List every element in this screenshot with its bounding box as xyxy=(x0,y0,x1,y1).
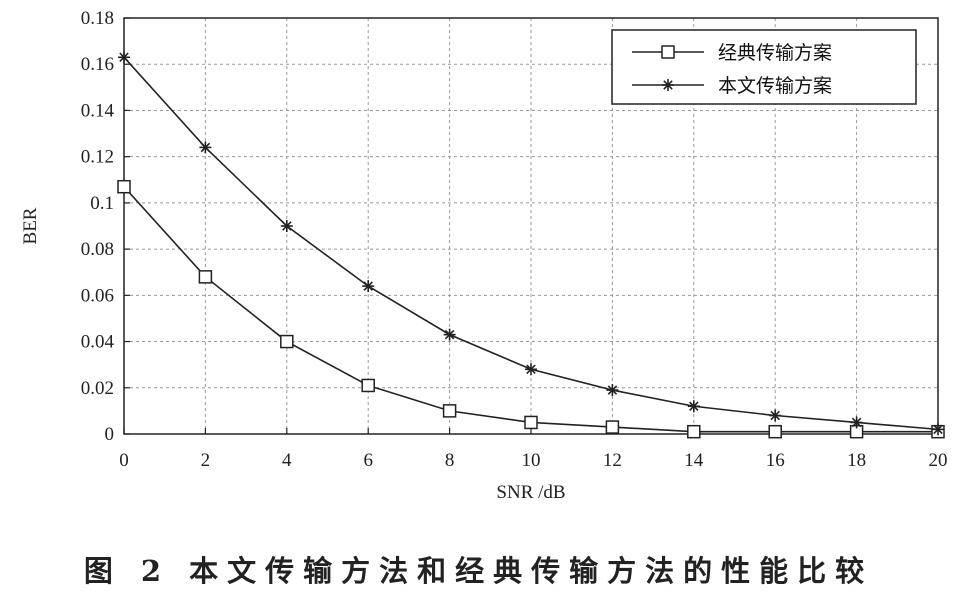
data-point xyxy=(524,415,538,430)
y-tick-label: 0.16 xyxy=(81,54,114,75)
data-point xyxy=(280,334,294,349)
x-axis-ticks: 0 2 4 6 8 10 12 14 16 18 20 xyxy=(119,428,948,471)
legend-item: 本文传输方案 xyxy=(632,75,832,97)
x-tick-label: 2 xyxy=(201,450,211,471)
y-tick-label: 0.02 xyxy=(81,378,114,399)
y-tick-label: 0.14 xyxy=(81,100,115,121)
data-point xyxy=(198,270,213,284)
x-tick-label: 18 xyxy=(847,450,866,471)
data-point xyxy=(850,416,863,429)
legend-label: 经典传输方案 xyxy=(718,42,832,64)
series-star xyxy=(118,51,944,436)
y-tick-label: 0.12 xyxy=(81,147,114,168)
y-axis-label: BER xyxy=(20,207,41,244)
x-tick-label: 14 xyxy=(684,450,704,471)
y-tick-label: 0.08 xyxy=(81,239,114,260)
x-tick-label: 6 xyxy=(363,450,373,471)
y-axis-ticks: 0 0.02 0.04 0.06 0.08 0.1 0.12 0.14 0.16 0.18 xyxy=(81,8,130,445)
y-tick-label: 0.1 xyxy=(90,193,114,214)
x-tick-label: 8 xyxy=(445,450,455,471)
x-tick-label: 4 xyxy=(282,450,292,471)
data-point xyxy=(361,378,375,393)
data-point xyxy=(443,328,456,341)
series-square xyxy=(117,179,945,439)
data-point xyxy=(118,51,130,64)
data-point xyxy=(605,420,620,434)
x-tick-label: 0 xyxy=(119,450,129,471)
x-axis-label: SNR /dB xyxy=(496,482,565,503)
data-point xyxy=(606,384,619,397)
y-tick-label: 0.04 xyxy=(81,332,115,353)
series-layer xyxy=(117,51,945,439)
x-tick-label: 12 xyxy=(603,450,622,471)
ber-vs-snr-chart: 0 0.02 0.04 0.06 0.08 0.1 0.12 0.14 0.16 0.18 0 2 4… xyxy=(20,8,948,503)
data-point xyxy=(199,141,212,154)
y-tick-label: 0.18 xyxy=(81,8,114,29)
data-point xyxy=(687,424,701,439)
data-point xyxy=(768,424,782,439)
x-tick-label: 16 xyxy=(766,450,785,471)
data-point xyxy=(280,220,293,232)
data-point xyxy=(117,179,131,194)
x-tick-label: 20 xyxy=(929,450,948,471)
legend-box xyxy=(611,29,917,105)
x-tick-label: 10 xyxy=(522,450,541,471)
legend-marker xyxy=(661,45,675,59)
figure-caption: 图 2 本文传输方法和经典传输方法的性能比较 xyxy=(83,554,874,588)
data-point xyxy=(442,404,457,418)
data-point xyxy=(769,409,782,422)
data-point xyxy=(687,400,700,413)
data-point xyxy=(932,423,944,436)
data-point xyxy=(362,280,375,293)
data-point xyxy=(525,363,537,376)
legend-label: 本文传输方案 xyxy=(718,75,832,97)
y-tick-label: 0 xyxy=(105,424,115,445)
legend-item: 经典传输方案 xyxy=(632,42,832,64)
y-tick-label: 0.06 xyxy=(81,285,114,306)
legend-marker xyxy=(662,79,674,91)
